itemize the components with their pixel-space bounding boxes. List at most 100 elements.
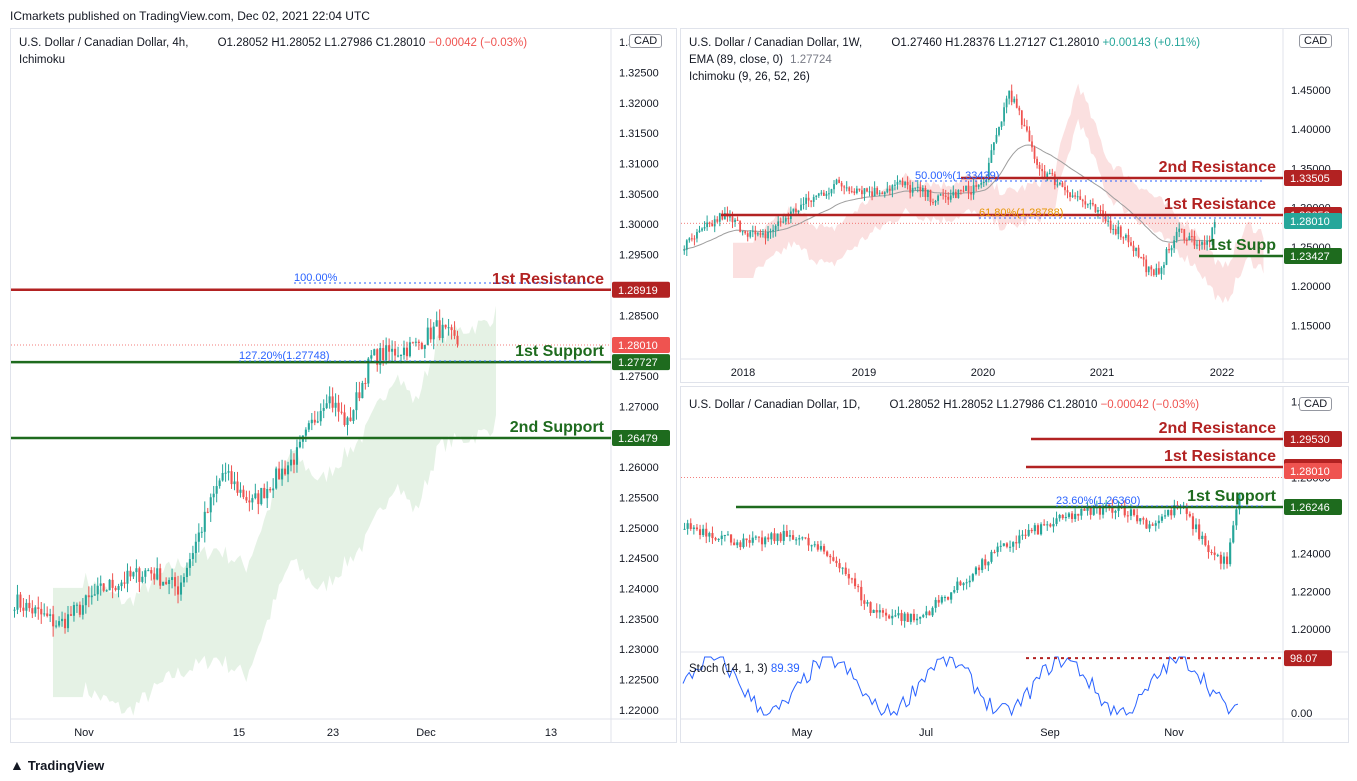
candle-body (1142, 257, 1145, 260)
candle-body (965, 582, 968, 584)
candle-body (801, 537, 804, 539)
candle-body (1194, 524, 1198, 530)
chart-1w-svg[interactable]: 1.450001.400001.350001.300001.250001.200… (681, 29, 1348, 382)
candle-body (744, 231, 747, 234)
candle-body (804, 537, 807, 539)
candle-body (901, 180, 904, 186)
candle-body (361, 382, 364, 399)
candle-body (767, 231, 769, 239)
candle-body (284, 468, 287, 475)
y-tick-label: 1.25500 (619, 492, 659, 504)
candle-body (1071, 195, 1074, 197)
low-value: L1.27127 (998, 37, 1047, 49)
candle-body (1015, 98, 1018, 108)
currency-badge[interactable]: CAD (629, 34, 663, 48)
candle-body (1018, 107, 1021, 111)
candle-body (702, 528, 705, 536)
candle-body (281, 468, 284, 480)
chart-panel-1d[interactable]: 1.320001.280001.240001.220001.20000MayJu… (680, 386, 1349, 743)
candle-body (251, 498, 254, 503)
candle-body (717, 538, 720, 540)
candle-body (1104, 216, 1107, 222)
chart-panel-4h[interactable]: 1.330001.325001.320001.315001.310001.305… (10, 28, 677, 743)
y-tick-label: 1.27500 (619, 371, 659, 383)
candle-body (689, 523, 692, 529)
level-label: 2nd Support (510, 419, 605, 436)
candle-body (289, 459, 293, 466)
candle-body (928, 611, 931, 616)
y-tick-label: 1.20000 (1291, 624, 1331, 636)
candle-body (777, 221, 780, 227)
candle-body (292, 459, 296, 465)
candle-body (723, 535, 726, 537)
candle-body (888, 188, 891, 191)
candle-body (1033, 525, 1036, 532)
candle-body (903, 613, 906, 622)
candle-body (1185, 240, 1188, 242)
candle-body (1145, 519, 1148, 529)
candle-body (385, 345, 388, 361)
x-tick-label: 23 (327, 727, 339, 739)
candle-body (835, 179, 838, 185)
candle-body (1020, 110, 1023, 125)
candle-body (257, 493, 260, 505)
candle-body (43, 613, 46, 615)
candle-body (838, 563, 841, 569)
candle-body (802, 203, 805, 205)
candle-body (402, 347, 406, 355)
candle-body (1079, 196, 1082, 200)
candle-body (798, 538, 801, 540)
close-value: C1.28010 (1047, 399, 1098, 411)
candle-body (998, 126, 1000, 135)
candle-body (78, 604, 81, 615)
chart-4h-svg[interactable]: 1.330001.325001.320001.315001.310001.305… (11, 29, 676, 742)
candle-body (209, 497, 212, 513)
candle-body (1196, 244, 1198, 246)
candle-body (1059, 182, 1061, 185)
candle-body (1180, 228, 1183, 230)
candle-body (456, 335, 459, 345)
candle-body (950, 592, 953, 600)
candle-body (767, 537, 770, 540)
candle-body (269, 488, 272, 491)
candle-body (729, 216, 731, 218)
candle-body (1170, 247, 1173, 251)
candle-body (197, 532, 200, 542)
candle-body (683, 528, 686, 530)
candle-body (1155, 268, 1158, 276)
candle-body (153, 573, 156, 580)
candle-body (970, 192, 972, 195)
chart-panel-1w[interactable]: 1.450001.400001.350001.300001.250001.200… (680, 28, 1349, 383)
candle-body (1058, 514, 1061, 519)
x-tick-label: 2020 (971, 367, 995, 379)
chart-1d-svg[interactable]: 1.320001.280001.240001.220001.20000MayJu… (681, 387, 1348, 742)
candle-body (1125, 234, 1127, 238)
currency-badge[interactable]: CAD (1299, 397, 1333, 411)
price-tag-bg (612, 429, 670, 446)
candle-body (965, 185, 967, 191)
candle-body (921, 188, 924, 192)
candle-body (745, 538, 748, 541)
tradingview-logo[interactable]: ▲ TradingView (10, 757, 104, 773)
currency-badge[interactable]: CAD (1299, 34, 1333, 48)
candle-body (376, 349, 379, 365)
candle-body (1178, 228, 1181, 232)
candle-body (714, 538, 717, 540)
ichimoku-cloud (733, 83, 1264, 304)
candle-body (816, 544, 819, 550)
price-tag-label: 1.29530 (1290, 434, 1330, 446)
candle-body (866, 602, 869, 604)
candle-body (868, 191, 871, 193)
candle-body (224, 472, 227, 474)
candle-body (698, 529, 702, 536)
candle-body (1026, 126, 1028, 131)
candle-body (822, 546, 826, 552)
symbol-title: U.S. Dollar / Canadian Dollar, 4h, (19, 37, 189, 49)
candle-body (782, 530, 785, 541)
candle-body (227, 471, 230, 473)
candle-body (1008, 546, 1012, 548)
candle-body (1198, 244, 1201, 246)
candle-body (875, 609, 878, 613)
candle-body (888, 615, 891, 619)
tv-logo-icon: ▲ (10, 757, 24, 773)
